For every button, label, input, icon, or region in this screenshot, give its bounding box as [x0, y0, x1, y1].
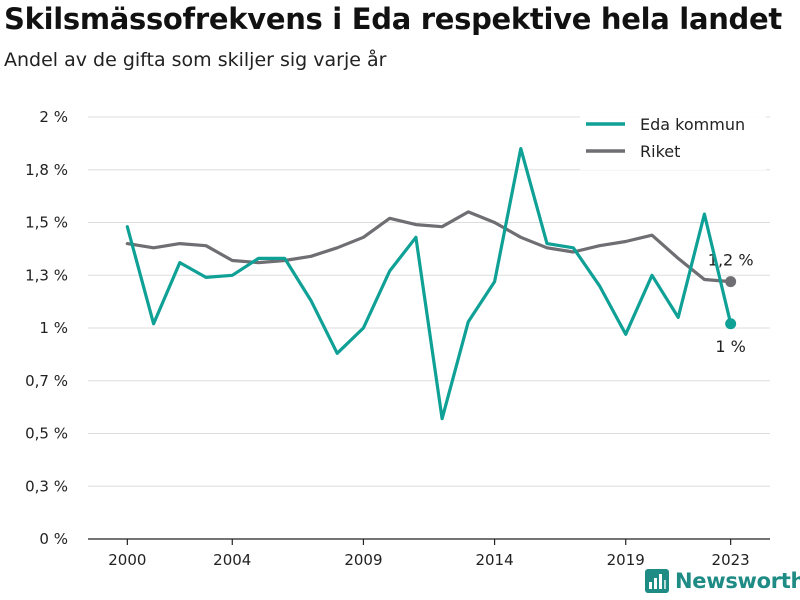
legend: Eda kommun Riket	[580, 108, 766, 170]
chart-title: Skilsmässofrekvens i Eda respektive hela…	[4, 2, 782, 36]
x-tick-label: 2000	[108, 551, 146, 569]
x-tick-label: 2014	[475, 551, 513, 569]
x-tick-label: 2023	[712, 551, 750, 569]
brand-name: Newsworthy	[675, 569, 800, 593]
x-tick-label: 2004	[213, 551, 251, 569]
legend-background	[580, 108, 766, 170]
end-point-eda	[725, 318, 737, 330]
y-tick-label: 1,8 %	[25, 161, 68, 179]
y-tick-label: 1,3 %	[25, 266, 68, 284]
end-label-eda: 1 %	[715, 337, 745, 356]
series-line-riket	[125, 210, 733, 284]
y-tick-label: 0,7 %	[25, 372, 68, 390]
y-tick-label: 0,5 %	[25, 425, 68, 443]
chart-subtitle: Andel av de gifta som skiljer sig varje …	[4, 49, 387, 71]
legend-label: Riket	[640, 142, 680, 161]
x-tick-label: 2009	[344, 551, 382, 569]
newsworthy-brand[interactable]: Newsworthy	[645, 569, 800, 593]
y-tick-label: 2 %	[39, 108, 68, 126]
newsworthy-logo-icon	[645, 569, 669, 593]
axes: 0 % 0,3 % 0,5 % 0,7 % 1 % 1,3 % 1,5 % 1,8 % 2 % 2…	[25, 108, 770, 569]
y-tick-label: 0,3 %	[25, 477, 68, 495]
end-label-riket: 1,2 %	[708, 251, 754, 270]
end-point-riket	[725, 276, 737, 288]
legend-label: Eda kommun	[640, 115, 745, 134]
series: 1,2 % 1 %	[125, 147, 754, 421]
y-tick-label: 1 %	[39, 319, 68, 337]
x-tick-label: 2019	[607, 551, 645, 569]
y-tick-label: 0 %	[39, 530, 68, 548]
series-line-eda	[125, 147, 733, 421]
y-tick-label: 1,5 %	[25, 214, 68, 232]
